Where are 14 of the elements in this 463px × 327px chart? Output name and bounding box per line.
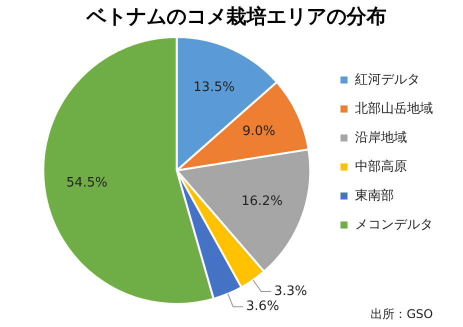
data-label: 54.5%	[66, 176, 108, 191]
data-label: 3.6%	[246, 299, 280, 314]
text: 出所：GSO	[370, 307, 433, 322]
legend-label: 東南部	[355, 188, 394, 204]
data-label: 3.3%	[274, 284, 308, 299]
chart-title: ベトナムのコメ栽培エリアの分布	[86, 4, 386, 28]
legend-label: 紅河デルタ	[355, 72, 420, 88]
data-label: 13.5%	[193, 80, 235, 96]
data-label: 9.0%	[242, 124, 276, 140]
legend-label: 北部山岳地域	[355, 101, 433, 116]
legend-label: 中部高原	[355, 158, 407, 174]
data-label: 16.2%	[241, 194, 283, 209]
legend-label: 沿岸地域	[355, 130, 407, 146]
legend-label: メコンデルタ	[355, 217, 433, 232]
